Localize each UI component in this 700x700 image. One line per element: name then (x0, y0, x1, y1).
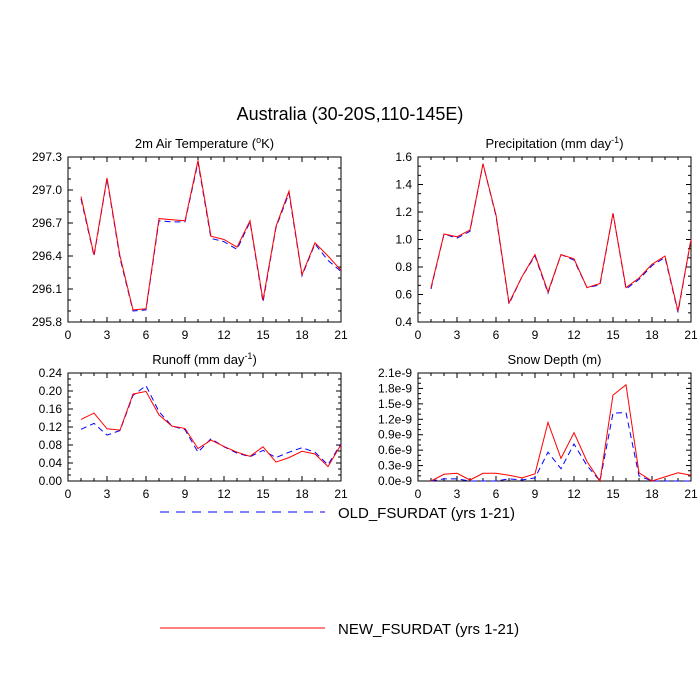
x-tick-label: 0 (65, 328, 72, 342)
panel-title-superscript: -1 (611, 135, 619, 145)
panel-title: 2m Air Temperature (oK) (135, 135, 274, 151)
panel-2: Precipitation (mm day-1) 0 3 6 9 12 15 18 21 0.4 0… (395, 135, 698, 342)
x-tick-label: 6 (143, 487, 150, 501)
x-tick-label: 15 (256, 487, 270, 501)
series-line-new (430, 383, 692, 483)
x-tick-label: 0 (415, 487, 422, 501)
y-tick-label: 0.04 (39, 456, 63, 470)
x-tick-label: 6 (493, 328, 500, 342)
series-line-old (430, 163, 692, 313)
series-line-new (80, 160, 342, 311)
x-tick-label: 12 (217, 487, 231, 501)
x-tick-label: 15 (256, 328, 270, 342)
x-tick-label: 12 (567, 328, 581, 342)
panel-title: Snow Depth (m) (508, 352, 602, 367)
x-tick-label: 12 (567, 487, 581, 501)
plot-frame (67, 372, 342, 482)
y-tick-label: 1.6 (395, 150, 412, 164)
series-line-old (80, 384, 342, 466)
x-tick-label: 21 (684, 328, 698, 342)
y-tick-label: 1.5e-9 (378, 397, 412, 411)
x-tick-label: 3 (454, 328, 461, 342)
x-tick-label: 21 (684, 487, 698, 501)
legend-label-new: NEW_FSURDAT (yrs 1-21) (338, 621, 519, 638)
y-tick-label: 296.4 (32, 249, 62, 263)
x-tick-label: 18 (295, 328, 309, 342)
x-tick-label: 9 (532, 487, 539, 501)
panel-title: Runoff (mm day-1) (152, 351, 257, 367)
panels: 2m Air Temperature (oK) 0 3 6 9 12 15 18 21 295.8… (32, 135, 698, 501)
series-line-new (80, 390, 342, 468)
legend-label-old: OLD_FSURDAT (yrs 1-21) (338, 505, 515, 522)
x-tick-label: 6 (493, 487, 500, 501)
x-tick-label: 21 (334, 487, 348, 501)
y-tick-label: 0.20 (39, 384, 63, 398)
x-tick-label: 18 (645, 487, 659, 501)
panel-title: Precipitation (mm day-1) (485, 135, 623, 151)
panel-title-superscript: o (256, 135, 261, 145)
x-tick-label: 15 (606, 487, 620, 501)
figure-title: Australia (30-20S,110-145E) (237, 104, 464, 124)
x-tick-label: 0 (65, 487, 72, 501)
x-tick-label: 3 (104, 487, 111, 501)
y-tick-label: 1.2e-9 (378, 412, 412, 426)
y-tick-label: 1.0 (395, 233, 412, 247)
x-tick-label: 15 (606, 328, 620, 342)
x-tick-label: 21 (334, 328, 348, 342)
x-tick-label: 9 (532, 328, 539, 342)
y-tick-label: 0.16 (39, 402, 63, 416)
y-tick-label: 0.6 (395, 288, 412, 302)
y-tick-label: 1.2 (395, 205, 412, 219)
y-tick-label: 1.8e-9 (378, 381, 412, 395)
plot-frame (417, 372, 692, 482)
y-tick-label: 0.4 (395, 315, 412, 329)
panel-3: Runoff (mm day-1) 0 3 6 9 12 15 18 21 0.00 0.04 0.0… (39, 351, 348, 501)
y-tick-label: 0.6e-9 (378, 443, 412, 457)
panel-1: 2m Air Temperature (oK) 0 3 6 9 12 15 18 21 295.8… (32, 135, 348, 342)
y-tick-label: 295.8 (32, 315, 62, 329)
legend: OLD_FSURDAT (yrs 1-21) NEW_FSURDAT (yrs … (160, 505, 519, 638)
x-tick-label: 3 (104, 328, 111, 342)
y-tick-label: 296.7 (32, 216, 62, 230)
y-tick-label: 0.9e-9 (378, 428, 412, 442)
y-tick-label: 2.1e-9 (378, 366, 412, 380)
series-line-old (430, 412, 691, 483)
series-line-old (80, 162, 342, 312)
series-line-new (430, 163, 692, 312)
x-tick-label: 9 (182, 328, 189, 342)
y-tick-label: 297.3 (32, 150, 62, 164)
x-tick-label: 9 (182, 487, 189, 501)
plot-frame (417, 156, 692, 323)
y-tick-label: 0.00 (39, 474, 63, 488)
y-tick-label: 296.1 (32, 282, 62, 296)
x-tick-label: 18 (295, 487, 309, 501)
y-tick-label: 1.4 (395, 178, 412, 192)
y-tick-label: 0.24 (39, 366, 63, 380)
x-tick-label: 6 (143, 328, 150, 342)
y-tick-label: 0.8 (395, 260, 412, 274)
panel-4: Snow Depth (m) 0 3 6 9 12 15 18 21 0.0e-90.3e-9 0.… (378, 352, 698, 501)
x-tick-label: 3 (454, 487, 461, 501)
y-tick-label: 0.3e-9 (378, 459, 412, 473)
x-tick-label: 0 (415, 328, 422, 342)
panel-title-superscript: -1 (244, 351, 252, 361)
y-tick-label: 0.12 (39, 420, 63, 434)
y-tick-label: 0.08 (39, 438, 63, 452)
y-tick-label: 297.0 (32, 183, 62, 197)
plot-frame (67, 156, 342, 323)
x-tick-label: 18 (645, 328, 659, 342)
x-tick-label: 12 (217, 328, 231, 342)
y-tick-label: 0.0e-9 (378, 474, 412, 488)
